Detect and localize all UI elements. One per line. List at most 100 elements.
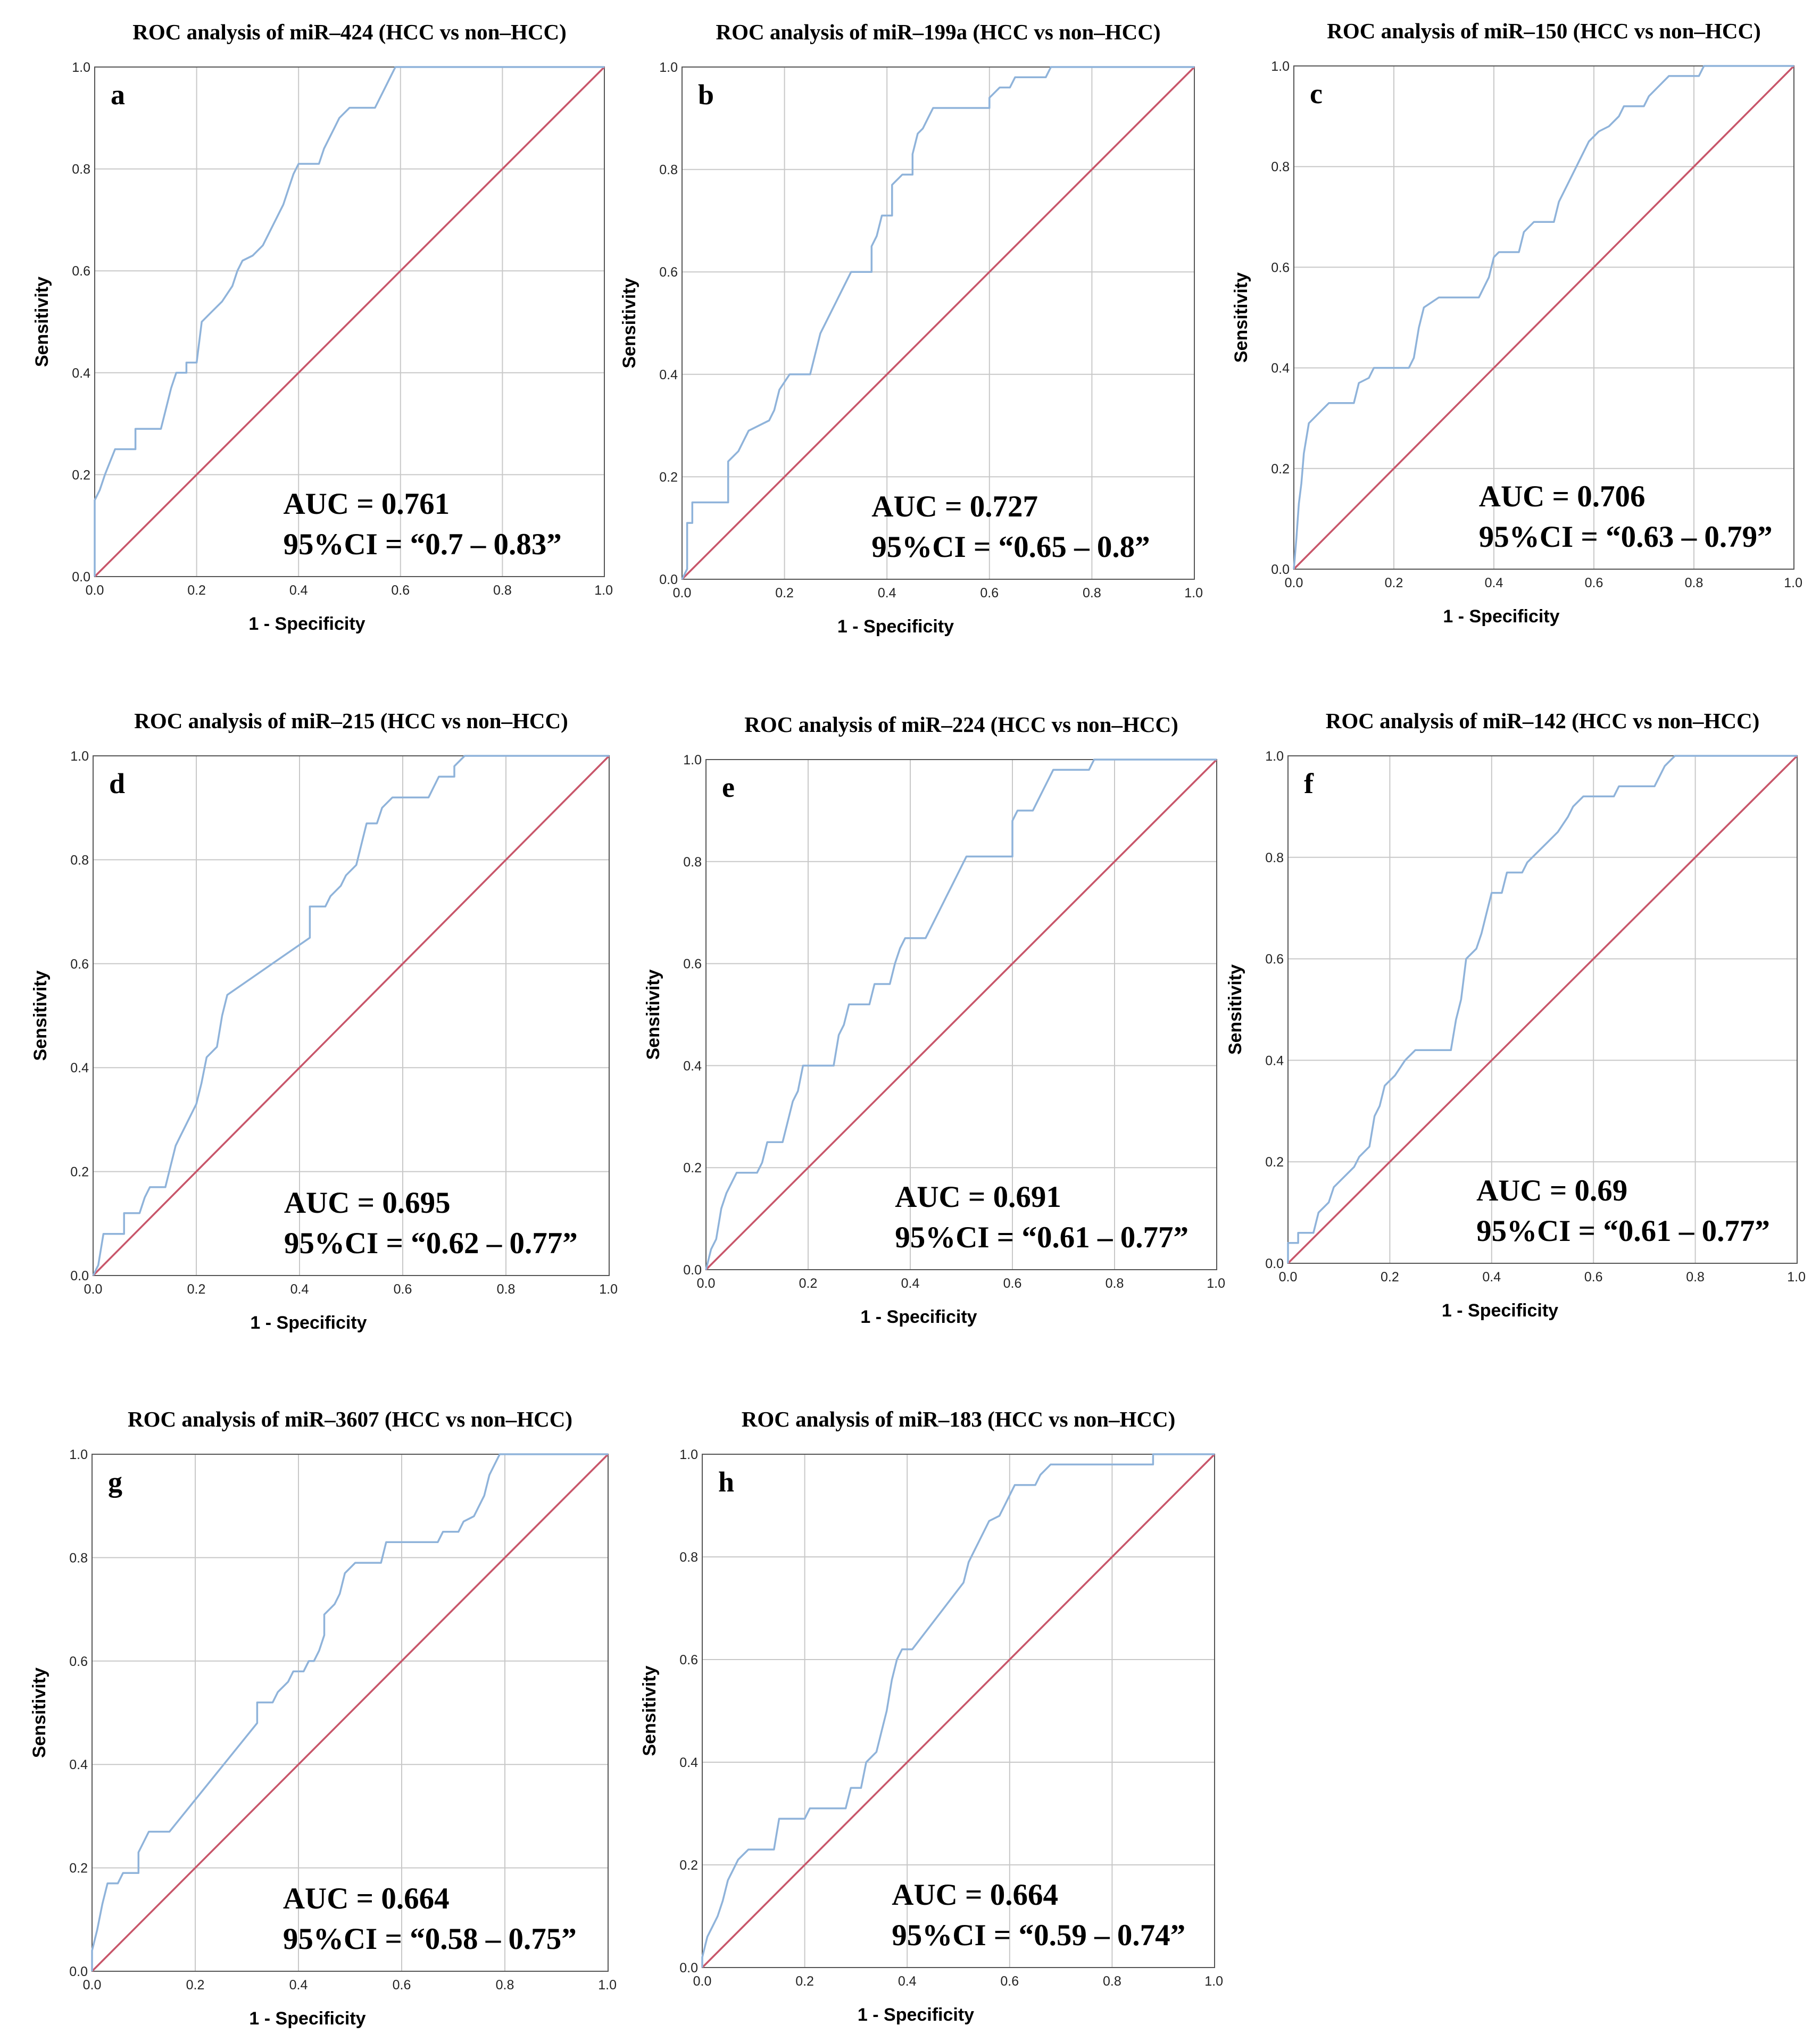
x-tick-label: 0.2 <box>795 1974 814 1989</box>
plot-frame <box>94 66 605 577</box>
roc-curve <box>92 755 609 1276</box>
y-tick-label: 1.0 <box>659 60 678 75</box>
reference-line <box>91 1453 609 1972</box>
y-tick-label: 1.0 <box>679 1447 698 1462</box>
roc-curve <box>1287 755 1797 1263</box>
auc-label: AUC = 0.706 <box>1479 480 1646 513</box>
ci-label: 95%CI = “0.61 – 0.77” <box>1476 1214 1770 1248</box>
roc-panel-b: ROC analysis of miR–199a (HCC vs non–HCC… <box>619 20 1203 637</box>
y-axis-label: Sensitivity <box>32 277 52 367</box>
x-tick-label: 0.0 <box>83 1978 102 1993</box>
x-tick-label: 1.0 <box>1184 586 1203 601</box>
y-tick-label: 0.6 <box>1265 952 1284 967</box>
panel-letter: b <box>698 79 714 111</box>
y-axis-label: Sensitivity <box>1225 964 1245 1055</box>
y-tick-label: 0.2 <box>683 1161 702 1176</box>
x-tick-label: 0.6 <box>394 1282 412 1297</box>
y-tick-label: 0.4 <box>659 368 678 382</box>
auc-label: AUC = 0.69 <box>1476 1174 1627 1207</box>
x-tick-label: 0.6 <box>391 583 410 598</box>
y-tick-label: 0.8 <box>1271 160 1290 174</box>
y-tick-label: 0.8 <box>683 855 702 870</box>
x-tick-label: 0.4 <box>901 1276 920 1291</box>
panel-title: ROC analysis of miR–224 (HCC vs non–HCC) <box>744 712 1178 737</box>
y-tick-label: 0.2 <box>72 468 90 482</box>
roc-curve <box>705 759 1217 1270</box>
panel-letter: d <box>109 768 125 799</box>
reference-line <box>681 66 1195 580</box>
y-tick-label: 0.0 <box>683 1263 702 1278</box>
y-tick-label: 0.2 <box>70 1165 89 1180</box>
auc-label: AUC = 0.691 <box>895 1180 1061 1214</box>
roc-curve <box>701 1453 1215 1968</box>
x-axis-label: 1 - Specificity <box>1442 1301 1558 1321</box>
panel-title: ROC analysis of miR–183 (HCC vs non–HCC) <box>742 1407 1176 1431</box>
y-tick-label: 0.2 <box>1265 1155 1284 1170</box>
x-tick-label: 0.2 <box>187 1282 206 1297</box>
y-tick-label: 0.6 <box>1271 260 1290 275</box>
roc-panel-c: ROC analysis of miR–150 (HCC vs non–HCC)… <box>1231 19 1802 627</box>
y-tick-label: 0.6 <box>72 264 90 279</box>
x-tick-label: 0.4 <box>878 586 896 601</box>
y-tick-label: 0.8 <box>1265 851 1284 865</box>
panel-letter: e <box>722 771 735 803</box>
ci-label: 95%CI = “0.61 – 0.77” <box>895 1221 1189 1254</box>
panel-title: ROC analysis of miR–150 (HCC vs non–HCC) <box>1327 19 1761 43</box>
x-tick-label: 0.0 <box>673 586 692 601</box>
x-tick-label: 0.0 <box>693 1974 712 1989</box>
x-tick-label: 0.6 <box>1584 1270 1603 1285</box>
y-tick-label: 0.4 <box>70 1061 89 1076</box>
x-axis-label: 1 - Specificity <box>248 614 365 634</box>
roc-curve <box>681 66 1194 580</box>
reference-line <box>1293 65 1795 570</box>
panel-title: ROC analysis of miR–215 (HCC vs non–HCC) <box>134 709 568 733</box>
x-tick-label: 0.6 <box>980 586 999 601</box>
x-tick-label: 1.0 <box>599 1282 618 1297</box>
panel-letter: f <box>1304 768 1314 799</box>
roc-curve <box>94 66 604 577</box>
y-tick-label: 0.0 <box>679 1961 698 1976</box>
auc-label: AUC = 0.664 <box>283 1882 450 1915</box>
x-tick-label: 1.0 <box>598 1978 617 1993</box>
x-tick-label: 0.2 <box>187 583 206 598</box>
reference-line <box>1287 755 1798 1264</box>
x-tick-label: 0.8 <box>496 1978 514 1993</box>
y-tick-label: 0.2 <box>1271 462 1290 477</box>
y-tick-label: 0.2 <box>69 1861 88 1876</box>
roc-panel-d: ROC analysis of miR–215 (HCC vs non–HCC)… <box>30 709 618 1333</box>
y-axis-label: Sensitivity <box>29 1668 49 1758</box>
y-axis-label: Sensitivity <box>1231 272 1251 363</box>
y-axis-label: Sensitivity <box>643 969 663 1060</box>
y-tick-label: 0.0 <box>72 570 90 585</box>
x-tick-label: 1.0 <box>1787 1270 1806 1285</box>
y-tick-label: 1.0 <box>683 753 702 768</box>
x-tick-label: 0.4 <box>290 1282 309 1297</box>
x-tick-label: 0.4 <box>1482 1270 1501 1285</box>
y-tick-label: 0.2 <box>679 1858 698 1873</box>
reference-line <box>705 759 1218 1271</box>
x-tick-label: 0.2 <box>186 1978 205 1993</box>
y-tick-label: 1.0 <box>1271 59 1290 74</box>
y-tick-label: 0.6 <box>70 957 89 972</box>
plot-frame <box>705 759 1217 1270</box>
x-tick-label: 0.4 <box>289 583 308 598</box>
x-tick-label: 1.0 <box>594 583 613 598</box>
y-tick-label: 0.4 <box>1265 1053 1284 1068</box>
panel-title: ROC analysis of miR–424 (HCC vs non–HCC) <box>132 20 567 44</box>
panel-title: ROC analysis of miR–3607 (HCC vs non–HCC… <box>128 1407 572 1431</box>
x-tick-label: 0.6 <box>1585 576 1603 590</box>
auc-label: AUC = 0.761 <box>283 487 450 521</box>
plot-frame <box>1287 755 1798 1264</box>
x-axis-label: 1 - Specificity <box>858 2005 974 2025</box>
y-tick-label: 0.4 <box>1271 361 1290 376</box>
x-tick-label: 1.0 <box>1784 576 1802 590</box>
y-tick-label: 1.0 <box>70 749 89 764</box>
x-axis-label: 1 - Specificity <box>860 1307 977 1327</box>
roc-curve <box>91 1453 608 1971</box>
y-tick-label: 1.0 <box>72 60 90 75</box>
y-tick-label: 0.8 <box>679 1550 698 1565</box>
ci-label: 95%CI = “0.59 – 0.74” <box>892 1919 1185 1952</box>
x-tick-label: 0.2 <box>799 1276 818 1291</box>
ci-label: 95%CI = “0.63 – 0.79” <box>1479 520 1773 554</box>
